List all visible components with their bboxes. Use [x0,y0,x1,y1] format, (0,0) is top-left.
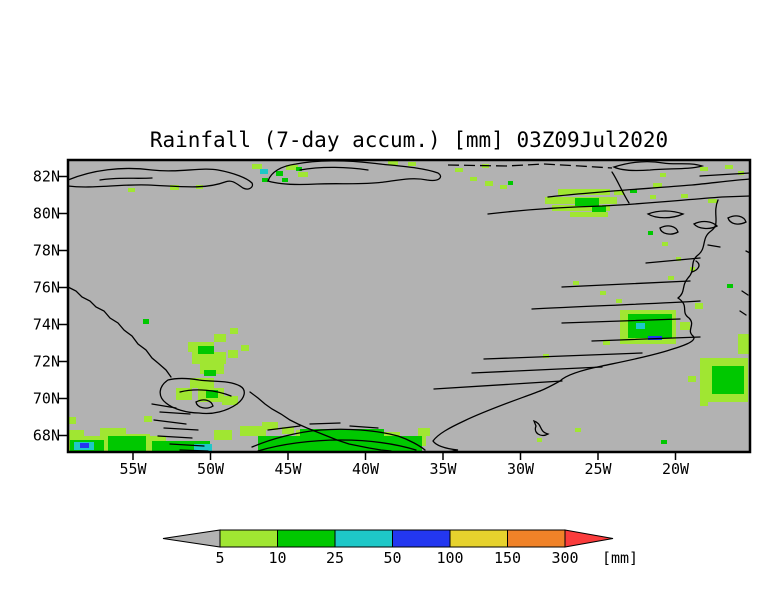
rain-patch [214,430,232,440]
x-tick-label: 20W [662,460,690,478]
plot-title: Rainfall (7-day accum.) [mm] 03Z09Jul202… [150,128,668,152]
rain-patch [603,341,610,345]
rain-patch [108,436,146,451]
rain-patch [592,206,606,212]
rain-patch [128,188,135,192]
colorbar-segment [393,530,451,547]
colorbar-segment [278,530,336,547]
x-tick-label: 55W [119,460,147,478]
latitude-axis: 82N 80N 78N 76N 74N 72N 70N 68N [33,168,68,445]
rain-patch [575,198,599,206]
rain-patch [204,370,216,376]
rain-patch [241,345,249,351]
rain-patch [537,438,542,442]
y-tick-label: 72N [33,353,60,371]
colorbar-tick-label: 100 [436,549,463,567]
rain-patch [600,291,606,295]
colorbar-tick-label: 10 [268,549,286,567]
rain-patch [708,199,717,203]
colorbar-segment [450,530,508,547]
colorbar-below-arrow [163,530,220,547]
rain-patch [198,346,214,354]
longitude-axis: 55W 50W 45W 40W 35W 30W 25W 20W [119,452,690,478]
rain-patch [695,303,703,309]
rainfall-map-figure: Rainfall (7-day accum.) [mm] 03Z09Jul202… [0,0,784,612]
y-tick-label: 74N [33,316,60,334]
rain-patch [668,276,674,280]
rain-patch [688,376,696,382]
rain-patch [500,185,507,189]
rain-patch [143,319,149,324]
rain-patch [276,171,283,176]
rain-patch [738,334,750,354]
rain-patch [660,173,666,177]
map-background [68,160,750,452]
rain-patch [681,194,688,198]
x-tick-label: 35W [429,460,457,478]
rain-patch [616,299,622,303]
rain-patch [700,167,708,171]
rain-patch [700,400,708,406]
rain-patch [628,314,672,338]
rain-patch [260,169,268,174]
colorbar-tick-label: 50 [383,549,401,567]
rain-patch [485,181,493,186]
x-tick-label: 25W [584,460,612,478]
colorbar-tick-label: 300 [551,549,578,567]
rain-patch [144,416,152,422]
x-tick-label: 45W [274,460,302,478]
rain-patch [727,284,733,288]
rain-patch [661,440,667,444]
y-tick-label: 76N [33,279,60,297]
rain-patch [575,428,581,432]
rain-patch [470,177,477,181]
y-tick-label: 78N [33,242,60,260]
rain-patch [636,323,645,329]
colorbar-above-arrow [565,530,613,547]
rain-patch [298,172,308,177]
rain-patch [648,231,653,235]
colorbar-tick-label: 150 [494,549,521,567]
rain-patch [508,181,513,185]
colorbar-tick-label: 25 [326,549,344,567]
rain-patch [214,334,226,342]
rain-patch [228,350,238,358]
rain-patch [418,428,430,436]
rain-patch [650,195,656,199]
rain-patch [570,212,608,217]
y-tick-label: 70N [33,390,60,408]
y-tick-label: 80N [33,205,60,223]
rainfall-plot-page: Rainfall (7-day accum.) [mm] 03Z09Jul202… [0,0,784,612]
rain-patch [662,242,668,246]
colorbar: 5 10 25 50 100 150 300 [163,530,613,567]
rain-patch [573,281,579,285]
rain-patch [712,366,744,394]
x-tick-label: 30W [507,460,535,478]
colorbar-tick-label: 5 [215,549,224,567]
rain-patch [230,328,238,334]
rain-patch [262,178,268,182]
colorbar-segment [335,530,393,547]
y-tick-label: 82N [33,168,60,186]
rain-patch [282,178,288,182]
rain-patch [222,396,238,405]
rain-patch [455,168,463,172]
rain-patch [252,164,262,169]
colorbar-segment [508,530,566,547]
colorbar-segment [220,530,278,547]
x-tick-label: 50W [197,460,225,478]
rain-patch [408,162,416,166]
rain-patch [680,322,690,330]
y-tick-label: 68N [33,427,60,445]
x-tick-label: 40W [352,460,380,478]
rain-patch [80,443,89,448]
colorbar-units-label: [mm] [602,549,638,567]
rain-patch [725,165,733,169]
